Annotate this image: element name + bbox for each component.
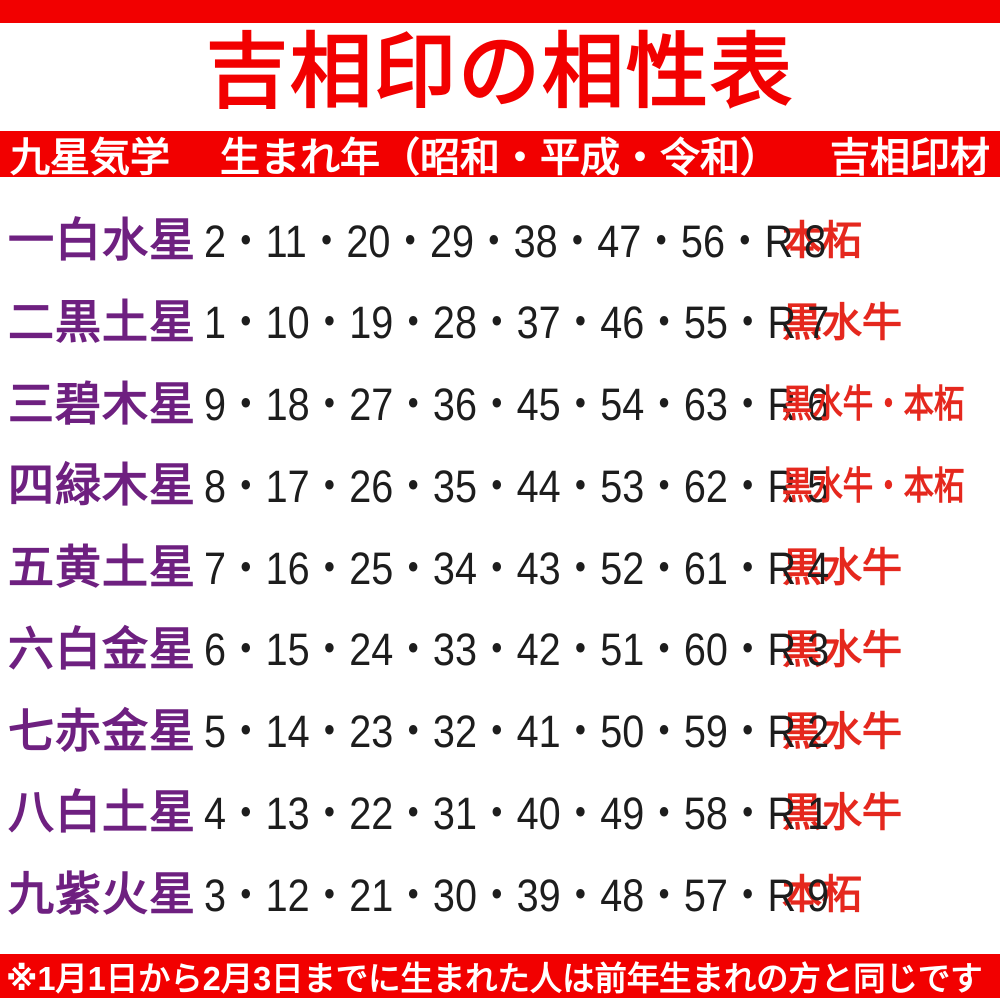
seal-material: 黒水牛 xyxy=(782,627,902,672)
star-name: 八白土星 xyxy=(8,786,196,839)
footnote-band: ※1月1日から2月3日までに生まれた人は前年生まれの方と同じです xyxy=(0,954,1000,998)
seal-material: 黒水牛 xyxy=(782,546,902,590)
birth-years: 2・11・20・29・38・47・56・R 8 xyxy=(204,215,827,267)
table-header-band: 九星気学 生まれ年（昭和・平成・令和） 吉相印材 xyxy=(0,131,1000,180)
table-row: 六白金星 6・15・24・33・42・51・60・R 3 黒水牛 xyxy=(0,617,1000,676)
birth-years: 9・18・27・36・45・54・63・R 6 xyxy=(204,379,830,430)
table-row: 三碧木星 9・18・27・36・45・54・63・R 6 黒水牛・本柘 xyxy=(0,372,1000,431)
seal-material: 黒水牛 xyxy=(782,300,902,345)
star-name: 六白金星 xyxy=(8,622,196,675)
seal-material: 黒水牛 xyxy=(782,791,902,836)
seal-material: 本柘 xyxy=(782,219,862,263)
seal-material: 本柘 xyxy=(782,873,862,917)
birth-years: 3・12・21・30・39・48・57・R 9 xyxy=(204,869,830,921)
column-header-years: 生まれ年（昭和・平成・令和） xyxy=(220,136,780,180)
seal-material: 黒水牛・本柘 xyxy=(782,465,965,508)
table-row: 四緑木星 8・17・26・35・44・53・62・R 5 黒水牛・本柘 xyxy=(0,453,1000,512)
top-red-bar xyxy=(0,0,1000,23)
table-row: 一白水星 2・11・20・29・38・47・56・R 8 本柘 xyxy=(0,208,1000,267)
birth-years: 7・16・25・34・43・52・61・R 4 xyxy=(204,542,830,594)
birth-years: 6・15・24・33・42・51・60・R 3 xyxy=(204,624,830,676)
birth-years: 1・10・19・28・37・46・55・R 7 xyxy=(204,297,830,349)
column-header-material: 吉相印材 xyxy=(830,136,990,180)
seal-material: 黒水牛・本柘 xyxy=(782,384,965,426)
table-body: 一白水星 2・11・20・29・38・47・56・R 8 本柘 二黒土星 1・1… xyxy=(0,208,1000,921)
table-row: 九紫火星 3・12・21・30・39・48・57・R 9 本柘 xyxy=(0,862,1000,921)
table-row: 五黄土星 7・16・25・34・43・52・61・R 4 黒水牛 xyxy=(0,535,1000,594)
birth-years: 5・14・23・32・41・50・59・R 2 xyxy=(204,706,830,757)
star-name: 五黄土星 xyxy=(8,541,196,593)
star-name: 七赤金星 xyxy=(8,704,196,757)
star-name: 三碧木星 xyxy=(8,377,196,430)
table-row: 八白土星 4・13・22・31・40・49・58・R 1 黒水牛 xyxy=(0,780,1000,839)
birth-years: 4・13・22・31・40・49・58・R 1 xyxy=(204,787,830,839)
birth-years: 8・17・26・35・44・53・62・R 5 xyxy=(204,460,830,512)
star-name: 二黒土星 xyxy=(8,295,196,348)
table-row: 二黒土星 1・10・19・28・37・46・55・R 7 黒水牛 xyxy=(0,290,1000,349)
star-name: 一白水星 xyxy=(8,214,196,266)
star-name: 九紫火星 xyxy=(8,868,196,920)
table-row: 七赤金星 5・14・23・32・41・50・59・R 2 黒水牛 xyxy=(0,699,1000,758)
seal-material: 黒水牛 xyxy=(782,709,902,754)
page-title: 吉相印の相性表 xyxy=(205,27,794,118)
footnote-text: ※1月1日から2月3日までに生まれた人は前年生まれの方と同じです xyxy=(6,960,983,997)
column-header-star: 九星気学 xyxy=(10,136,170,180)
star-name: 四緑木星 xyxy=(8,459,196,512)
